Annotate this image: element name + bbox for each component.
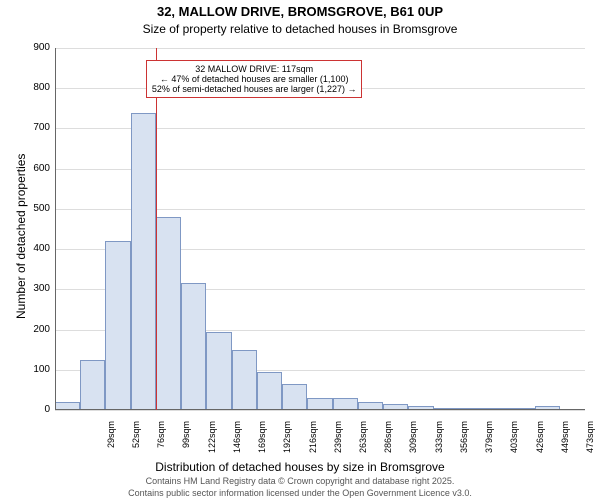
bar — [105, 241, 130, 410]
x-tick-label: 99sqm — [181, 421, 191, 466]
bar — [232, 350, 257, 410]
x-tick-label: 29sqm — [106, 421, 116, 466]
callout-line3: 52% of semi-detached houses are larger (… — [152, 84, 357, 94]
y-tick-label: 100 — [20, 364, 50, 375]
bar — [257, 372, 282, 410]
y-tick-label: 0 — [20, 404, 50, 415]
x-tick-label: 146sqm — [232, 421, 242, 466]
x-tick-label: 379sqm — [484, 421, 494, 466]
x-tick-label: 263sqm — [358, 421, 368, 466]
x-tick-label: 473sqm — [585, 421, 595, 466]
x-tick-label: 239sqm — [333, 421, 343, 466]
x-tick-label: 216sqm — [308, 421, 318, 466]
bar — [206, 332, 231, 410]
x-tick-label: 333sqm — [434, 421, 444, 466]
y-tick-label: 600 — [20, 163, 50, 174]
callout-line1: 32 MALLOW DRIVE: 117sqm — [152, 64, 357, 74]
x-tick-label: 122sqm — [207, 421, 217, 466]
credit-line1: Contains HM Land Registry data © Crown c… — [0, 476, 600, 486]
chart-title-line1: 32, MALLOW DRIVE, BROMSGROVE, B61 0UP — [0, 4, 600, 19]
credit-line2: Contains public sector information licen… — [0, 488, 600, 498]
bar — [181, 283, 206, 410]
x-tick-label: 286sqm — [383, 421, 393, 466]
marker-line — [156, 48, 157, 410]
y-axis-line — [55, 48, 56, 410]
x-tick-label: 356sqm — [459, 421, 469, 466]
x-axis-line — [55, 409, 585, 410]
chart-container: { "title_line1": "32, MALLOW DRIVE, BROM… — [0, 0, 600, 500]
x-tick-label: 192sqm — [282, 421, 292, 466]
x-tick-label: 403sqm — [509, 421, 519, 466]
x-tick-label: 309sqm — [408, 421, 418, 466]
callout-line2: ← 47% of detached houses are smaller (1,… — [152, 74, 357, 84]
x-tick-label: 426sqm — [535, 421, 545, 466]
bar — [131, 113, 156, 410]
chart-title-line2: Size of property relative to detached ho… — [0, 22, 600, 36]
y-tick-label: 900 — [20, 42, 50, 53]
x-tick-label: 76sqm — [156, 421, 166, 466]
grid-line — [55, 410, 585, 411]
grid-line — [55, 48, 585, 49]
y-tick-label: 700 — [20, 122, 50, 133]
bar — [80, 360, 105, 410]
bar — [156, 217, 181, 410]
y-tick-label: 200 — [20, 324, 50, 335]
y-tick-label: 300 — [20, 283, 50, 294]
y-tick-label: 500 — [20, 203, 50, 214]
callout-box: 32 MALLOW DRIVE: 117sqm← 47% of detached… — [146, 60, 363, 98]
x-tick-label: 449sqm — [560, 421, 570, 466]
bar — [282, 384, 307, 410]
plot-area: 32 MALLOW DRIVE: 117sqm← 47% of detached… — [55, 48, 585, 410]
x-tick-label: 52sqm — [131, 421, 141, 466]
y-tick-label: 800 — [20, 82, 50, 93]
x-tick-label: 169sqm — [257, 421, 267, 466]
y-tick-label: 400 — [20, 243, 50, 254]
